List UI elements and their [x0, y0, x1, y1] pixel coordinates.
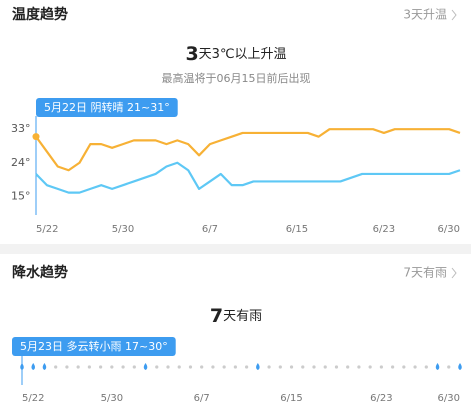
x-tick-label: 6/7 [202, 224, 218, 235]
chevron [451, 267, 457, 279]
section-title: 降水趋势 [12, 264, 68, 281]
x-tick-label: 5/22 [36, 224, 58, 235]
chevron [451, 9, 457, 21]
x-tick-label: 5/22 [22, 393, 44, 404]
x-tick-label: 6/23 [370, 393, 392, 404]
y-tick-label: 24° [11, 156, 31, 169]
dry-dot [379, 365, 383, 369]
dry-dot [447, 365, 451, 369]
dry-dot [211, 365, 215, 369]
dry-dot [177, 365, 181, 369]
tooltip-box [36, 98, 178, 117]
tooltip-text: 5月22日 阴转晴 21~31° [44, 100, 170, 114]
divider [0, 244, 471, 254]
dry-dot [200, 365, 204, 369]
x-tick-label: 6/15 [280, 393, 302, 404]
y-tick-label: 15° [11, 189, 31, 202]
chart: 15° 24° 33° 5/22 5/30 6/7 6/15 6/23 6/30 5月22日 阴转… [11, 98, 461, 235]
rain-drop [143, 363, 148, 370]
dry-dot [76, 365, 80, 369]
x-tick-label: 6/30 [438, 224, 460, 235]
dry-dot [54, 365, 58, 369]
series-line [35, 161, 461, 194]
section-title: 温度趋势 [12, 6, 68, 23]
dry-dot [424, 365, 428, 369]
subtitle: 最高温将于06月15日前后出现 [162, 71, 311, 85]
dry-dot [155, 365, 159, 369]
x-tick-label: 5/30 [112, 224, 134, 235]
rain-drop [256, 363, 260, 370]
headline-text: 天有雨 [223, 309, 262, 324]
y-tick-label: 33° [11, 122, 31, 135]
x-tick-label: 6/23 [373, 224, 395, 235]
dry-dot [188, 365, 193, 369]
current-dot [32, 133, 40, 141]
dry-dot [166, 365, 170, 369]
series-line [35, 128, 461, 172]
rain-drop [42, 363, 47, 370]
rain-drop [31, 363, 35, 370]
dry-dot [402, 365, 406, 369]
dry-dot [233, 365, 237, 369]
headline-number: 3 [185, 43, 198, 65]
dry-dot [368, 365, 372, 369]
tooltip-box [12, 337, 176, 356]
dry-dot [346, 365, 350, 369]
rain-drop [458, 363, 462, 370]
dry-dot [87, 365, 91, 369]
x-tick-label: 5/30 [101, 393, 123, 404]
x-tick-label: 6/15 [286, 224, 308, 235]
headline-text: 天3℃以上升温 [199, 47, 287, 62]
link[interactable]: 7天有雨 [403, 266, 447, 280]
dry-dot [301, 365, 305, 369]
dry-dot [289, 365, 294, 369]
headline: 7天有雨 [210, 305, 262, 327]
dry-dot [278, 365, 282, 369]
dry-dot [121, 365, 125, 369]
dry-dot [132, 365, 136, 369]
dry-dot [413, 365, 417, 369]
dry-dot [65, 365, 69, 369]
dry-dot [222, 365, 226, 369]
headline-number: 7 [210, 305, 223, 327]
x-tick-label: 6/7 [194, 393, 210, 404]
dry-dot [334, 365, 339, 369]
dry-dot [99, 365, 103, 369]
headline: 3天3℃以上升温 [185, 43, 286, 65]
rain-drop [435, 363, 440, 370]
dry-dot [312, 365, 316, 369]
dry-dot [391, 365, 395, 369]
chart: 5/22 5/30 6/7 6/15 6/23 6/30 5月23日 多云转小雨 17~30… [12, 337, 462, 404]
dry-dot [110, 365, 114, 369]
dry-dot [245, 365, 249, 369]
link[interactable]: 3天升温 [403, 8, 447, 22]
dry-dot [323, 365, 327, 369]
dry-dot [267, 365, 271, 369]
x-tick-label: 6/30 [438, 393, 460, 404]
rain-drop [20, 363, 24, 370]
dry-dot [357, 365, 361, 369]
tooltip-text: 5月23日 多云转小雨 17~30° [20, 339, 168, 353]
